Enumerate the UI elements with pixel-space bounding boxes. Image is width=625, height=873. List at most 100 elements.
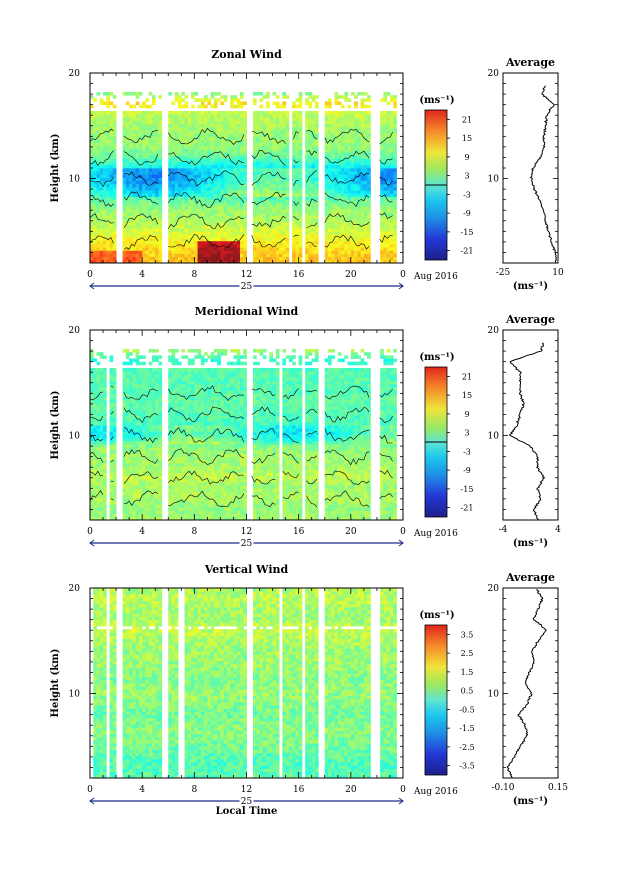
- heatmap-cell: [311, 193, 316, 197]
- heatmap-cell: [331, 209, 335, 213]
- heatmap-cell: [171, 256, 176, 261]
- heatmap-cell: [178, 225, 182, 229]
- heatmap-cell: [112, 244, 117, 248]
- heatmap-cell: [90, 253, 94, 258]
- heatmap-cell: [354, 250, 358, 254]
- heatmap-cell: [93, 482, 97, 486]
- heatmap-cell: [314, 187, 319, 191]
- heatmap-cell: [354, 149, 358, 153]
- heatmap-cell: [360, 190, 365, 194]
- heatmap-cell: [148, 202, 153, 207]
- heatmap-cell: [187, 206, 192, 210]
- heatmap-cell: [292, 130, 296, 134]
- heatmap-cell: [354, 234, 358, 239]
- heatmap-cell: [125, 209, 130, 213]
- heatmap-cell: [125, 475, 130, 480]
- heatmap-cell: [112, 136, 117, 140]
- heatmap-cell: [272, 101, 277, 106]
- heatmap-cell: [96, 196, 101, 201]
- heatmap-cell: [367, 117, 371, 121]
- heatmap-cell: [138, 221, 143, 226]
- heatmap-cell: [328, 244, 332, 248]
- heatmap-cell: [223, 117, 228, 121]
- heatmap-cell: [331, 206, 335, 210]
- heatmap-cell: [99, 101, 104, 106]
- heatmap-cell: [253, 98, 257, 102]
- heatmap-cell: [103, 145, 107, 150]
- heatmap-cell: [262, 199, 267, 204]
- heatmap-cell: [386, 256, 391, 261]
- heatmap-cell: [142, 412, 146, 416]
- heatmap-cell: [171, 155, 176, 159]
- heatmap-cell: [350, 126, 355, 131]
- heatmap-cell: [125, 383, 130, 388]
- heatmap-cell: [125, 139, 130, 144]
- heatmap-cell: [354, 225, 358, 229]
- heatmap-cell: [194, 126, 198, 131]
- heatmap-cell: [132, 488, 137, 492]
- heatmap-cell: [132, 183, 137, 188]
- heatmap-cell: [142, 120, 146, 125]
- heatmap-cell: [337, 196, 342, 201]
- heatmap-cell: [272, 161, 277, 166]
- heatmap-cell: [363, 202, 368, 207]
- heatmap-cell: [151, 221, 156, 226]
- heatmap-cell: [386, 136, 391, 140]
- heatmap-cell: [233, 256, 238, 261]
- heatmap-cell: [236, 133, 241, 137]
- heatmap-cell: [178, 250, 182, 254]
- heatmap-cell: [367, 253, 371, 258]
- heatmap-cell: [148, 218, 153, 223]
- heatmap-cell: [282, 130, 287, 134]
- heatmap-cell: [311, 231, 316, 235]
- heatmap-cell: [213, 126, 218, 131]
- heatmap-cell: [181, 111, 185, 115]
- heatmap-cell: [259, 183, 264, 188]
- heatmap-cell: [324, 218, 329, 223]
- heatmap-cell: [311, 206, 316, 210]
- heatmap-cell: [324, 133, 329, 137]
- heatmap-cell: [226, 174, 231, 178]
- heatmap-cell: [135, 123, 140, 128]
- heatmap-cell: [142, 111, 146, 115]
- heatmap-cell: [360, 130, 365, 134]
- heatmap-cell: [200, 209, 205, 213]
- heatmap-cell: [269, 168, 273, 172]
- heatmap-cell: [253, 92, 257, 96]
- heatmap-cell: [197, 240, 202, 245]
- heatmap-cell: [90, 164, 94, 169]
- heatmap-cell: [103, 475, 107, 480]
- heatmap-cell: [262, 120, 267, 125]
- heatmap-cell: [112, 409, 117, 413]
- heatmap-cell: [142, 231, 146, 235]
- heatmap-cell: [181, 253, 185, 258]
- heatmap-cell: [122, 504, 127, 508]
- heatmap-cell: [386, 250, 391, 254]
- heatmap-cell: [151, 180, 156, 185]
- heatmap-cell: [223, 155, 228, 159]
- heatmap-cell: [129, 488, 133, 492]
- heatmap-cell: [200, 253, 205, 258]
- heatmap-cell: [334, 212, 339, 216]
- heatmap-cell: [142, 501, 146, 505]
- heatmap-cell: [207, 250, 212, 254]
- heatmap-cell: [341, 123, 345, 128]
- heatmap-cell: [311, 161, 316, 166]
- heatmap-cell: [308, 158, 313, 163]
- heatmap-cell: [344, 206, 348, 210]
- heatmap-cell: [112, 120, 117, 125]
- heatmap-cell: [230, 256, 234, 261]
- heatmap-cell: [125, 437, 130, 442]
- heatmap-cell: [331, 117, 335, 121]
- heatmap-cell: [200, 259, 205, 264]
- heatmap-cell: [90, 469, 94, 473]
- heatmap-cell: [90, 136, 94, 140]
- heatmap-cell: [226, 164, 231, 169]
- heatmap-cell: [331, 231, 335, 235]
- heatmap-cell: [96, 202, 101, 207]
- heatmap-cell: [226, 161, 231, 166]
- heatmap-cell: [367, 142, 371, 147]
- heatmap-cell: [236, 114, 241, 118]
- heatmap-cell: [393, 120, 397, 125]
- heatmap-cell: [269, 237, 273, 242]
